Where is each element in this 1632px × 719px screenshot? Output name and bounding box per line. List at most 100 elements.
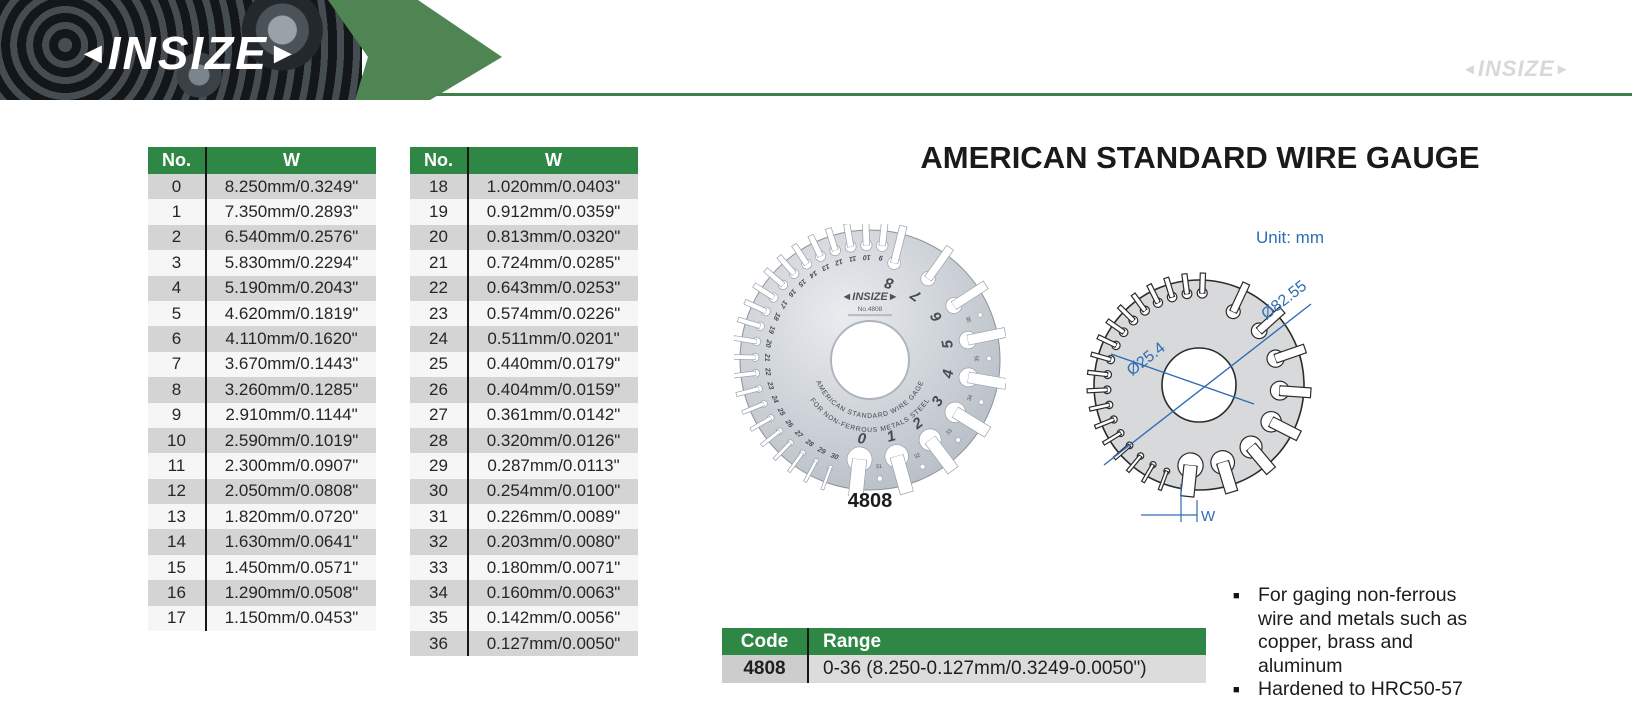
table-body: 18 1.020mm/0.0403" 19 0.912mm/0.0359" 20 0.81…	[410, 174, 638, 657]
table-row: 16 1.290mm/0.0508"	[148, 580, 376, 606]
watermark-left-arrow-icon: ◄	[1462, 61, 1478, 78]
table-row: 31 0.226mm/0.0089"	[410, 504, 638, 530]
header-green-rule	[0, 93, 1632, 96]
table-cell: 8	[148, 377, 206, 403]
table-cell: 3	[148, 250, 206, 276]
column-header-w: W	[467, 147, 638, 174]
table-cell: 11	[148, 453, 206, 479]
logo-left-arrow-icon: ◄	[78, 37, 108, 70]
table-cell: 0.203mm/0.0080"	[467, 529, 638, 555]
svg-text:30: 30	[829, 452, 839, 461]
svg-text:9: 9	[879, 254, 884, 261]
wire-gauge-table-1: No. W 0 8.250mm/0.3249" 1 7.350mm/0.2893" 2 6…	[148, 147, 376, 632]
table-row: 34 0.160mm/0.0063"	[410, 580, 638, 606]
table-row: 36 0.127mm/0.0050"	[410, 631, 638, 657]
svg-text:25: 25	[775, 406, 786, 417]
table-cell: 24	[410, 326, 468, 352]
svg-text:20: 20	[764, 338, 772, 348]
header-machinery-photo	[0, 0, 362, 100]
svg-text:28: 28	[803, 438, 814, 449]
table-cell: 0.320mm/0.0126"	[467, 427, 638, 454]
svg-text:24: 24	[769, 394, 779, 405]
svg-text:12: 12	[834, 257, 844, 266]
svg-text:4: 4	[939, 368, 957, 381]
table-cell: 12	[148, 478, 206, 505]
svg-text:23: 23	[765, 380, 774, 390]
table-cell: 36	[410, 631, 468, 657]
table-cell: 2.300mm/0.0907"	[205, 453, 376, 479]
svg-text:10: 10	[863, 253, 871, 260]
table-cell: 5.830mm/0.2294"	[205, 250, 376, 276]
table-cell: 4.110mm/0.1620"	[205, 326, 376, 352]
svg-text:W: W	[1201, 508, 1216, 525]
column-header-w: W	[205, 147, 376, 174]
table-cell: 6.540mm/0.2576"	[205, 224, 376, 251]
table-header-row: Code Range	[722, 628, 1206, 655]
table-cell: 14	[148, 529, 206, 555]
svg-text:22: 22	[763, 367, 771, 377]
table-row: 23 0.574mm/0.0226"	[410, 300, 638, 327]
table-cell: 2	[148, 224, 206, 251]
table-row: 11 2.300mm/0.0907"	[148, 453, 376, 479]
svg-text:27: 27	[792, 429, 804, 441]
table-row: 26 0.404mm/0.0159"	[410, 377, 638, 403]
table-cell: 2.910mm/0.1144"	[205, 402, 376, 428]
svg-text:29: 29	[815, 446, 826, 456]
svg-text:Ø82.55: Ø82.55	[1258, 278, 1310, 324]
table-row: 28 0.320mm/0.0126"	[410, 427, 638, 454]
table-row: 18 1.020mm/0.0403"	[410, 174, 638, 200]
table-cell: 0.361mm/0.0142"	[467, 402, 638, 428]
watermark-text: INSIZE	[1477, 56, 1555, 81]
table-row: 0 8.250mm/0.3249"	[148, 174, 376, 200]
table-cell: 0.180mm/0.0071"	[467, 554, 638, 581]
table-cell: 26	[410, 377, 468, 403]
table-cell: 1.630mm/0.0641"	[205, 529, 376, 555]
svg-text:No.4808: No.4808	[858, 306, 883, 313]
table-row: 17 1.150mm/0.0453"	[148, 605, 376, 632]
table-row: 6 4.110mm/0.1620"	[148, 326, 376, 352]
page-title: AMERICAN STANDARD WIRE GAUGE	[920, 140, 1480, 175]
feature-item: For gaging non-ferrous wire and metals s…	[1233, 584, 1495, 678]
table-row: 27 0.361mm/0.0142"	[410, 402, 638, 428]
table-cell: 22	[410, 275, 468, 301]
insize-watermark: ◄INSIZE►	[1462, 56, 1571, 82]
table-cell: 0.142mm/0.0056"	[467, 605, 638, 632]
table-cell: 29	[410, 453, 468, 479]
product-code-caption: 4808	[847, 490, 893, 512]
table-row: 9 2.910mm/0.1144"	[148, 402, 376, 428]
table-cell: 0.404mm/0.0159"	[467, 377, 638, 403]
table-cell: 1.290mm/0.0508"	[205, 580, 376, 606]
table-row: 29 0.287mm/0.0113"	[410, 453, 638, 479]
column-header-no: No.	[148, 147, 206, 174]
table-cell: 0	[148, 174, 206, 200]
table-cell: 10	[148, 427, 206, 454]
table-cell: 1	[148, 199, 206, 225]
table-cell: 27	[410, 402, 468, 428]
table-cell: 0.160mm/0.0063"	[467, 580, 638, 606]
table-cell: 3.260mm/0.1285"	[205, 377, 376, 403]
table-cell: 1.820mm/0.0720"	[205, 504, 376, 530]
table-cell: 19	[410, 199, 468, 225]
table-cell: 28	[410, 427, 468, 454]
table-header-row: No. W	[148, 147, 376, 174]
table-cell: 1.020mm/0.0403"	[467, 174, 638, 200]
table-row: 25 0.440mm/0.0179"	[410, 351, 638, 378]
table-row: 3 5.830mm/0.2294"	[148, 250, 376, 276]
table-cell: 4	[148, 275, 206, 301]
table-row: 33 0.180mm/0.0071"	[410, 554, 638, 581]
svg-text:26: 26	[783, 418, 794, 429]
svg-text:15: 15	[796, 277, 807, 287]
svg-text:21: 21	[763, 353, 770, 362]
table-row: 20 0.813mm/0.0320"	[410, 224, 638, 251]
table-row: 4808 0-36 (8.250-0.127mm/0.3249-0.0050")	[722, 655, 1206, 683]
table-row: 8 3.260mm/0.1285"	[148, 377, 376, 403]
table-cell: 32	[410, 529, 468, 555]
table-cell: 4808	[722, 655, 808, 683]
table-cell: 9	[148, 402, 206, 428]
table-cell: 1.450mm/0.0571"	[205, 554, 376, 581]
column-header-no: No.	[410, 147, 468, 174]
svg-text:32: 32	[913, 452, 921, 460]
table-cell: 0.440mm/0.0179"	[467, 351, 638, 378]
table-row: 22 0.643mm/0.0253"	[410, 275, 638, 301]
